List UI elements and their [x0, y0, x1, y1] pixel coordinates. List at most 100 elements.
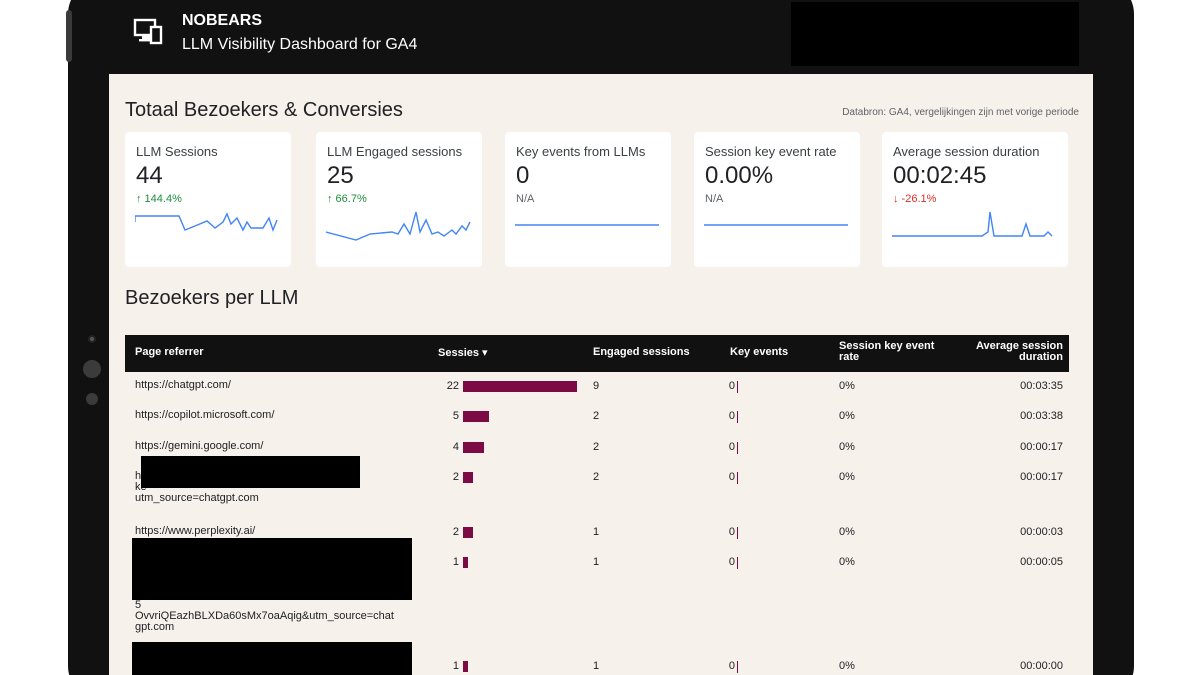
cell-referrer: https://chatgpt.com/ [135, 379, 231, 391]
key-events-bar [737, 661, 738, 673]
scorecard-label: Average session duration [893, 144, 1040, 159]
cell-rate: 0% [839, 660, 855, 672]
table-row[interactable]: https://www.perplexity.ai/2 1 0 0% 00:00:03 [125, 518, 1069, 548]
cell-key-events: 0 [728, 556, 735, 568]
key-events-bar [737, 472, 738, 484]
scorecard-avg-session-duration[interactable]: Average session duration 00:02:45 ↓ -26.… [882, 132, 1068, 267]
scorecard-value: 44 [136, 162, 163, 189]
redacted-area [141, 456, 360, 488]
scorecard-key-events[interactable]: Key events from LLMs 0 N/A [505, 132, 671, 267]
cell-key-events: 0 [728, 526, 735, 538]
dashboard-screen: NOBEARS LLM Visibility Dashboard for GA4… [109, 0, 1093, 675]
cell-sessions: 1 [452, 660, 459, 672]
scorecard-label: LLM Sessions [136, 144, 218, 159]
scorecard-value: 25 [327, 162, 354, 189]
cell-duration: 00:03:38 [1020, 410, 1063, 422]
cell-engaged: 1 [593, 660, 600, 672]
report-header: NOBEARS LLM Visibility Dashboard for GA4 [109, 0, 1093, 74]
scorecard-delta: N/A [705, 193, 724, 205]
cell-duration: 00:00:00 [1020, 660, 1063, 672]
key-events-bar [737, 442, 738, 454]
cell-sessions: 1 [452, 556, 459, 568]
section-title-totals: Totaal Bezoekers & Conversies [125, 99, 403, 121]
cell-referrer: https://www.perplexity.ai/ [135, 525, 256, 537]
cell-sessions: 5 [452, 410, 459, 422]
table-row[interactable]: h1100%00:00:00 [125, 642, 1069, 675]
sessions-bar [463, 381, 577, 392]
cell-duration: 00:00:17 [1020, 471, 1063, 483]
table-row[interactable]: h k s B 5 OvvriQEazhBLXDa60sMx7oaAqig&ut… [125, 538, 1069, 652]
scorecard-value: 00:02:45 [893, 162, 987, 189]
llm-referrer-table: Page referrer Sessies ▾ Engaged sessions… [125, 335, 1069, 675]
column-header-duration[interactable]: Average session duration [975, 340, 1063, 363]
cell-duration: 00:00:05 [1020, 556, 1063, 568]
scorecard-value: 0.00% [705, 162, 774, 189]
scorecard-engaged-sessions[interactable]: LLM Engaged sessions 25 ↑ 66.7% [316, 132, 482, 267]
sessions-bar [463, 472, 473, 483]
cell-sessions: 22 [446, 380, 459, 392]
key-events-bar [737, 381, 738, 393]
cell-rate: 0% [839, 441, 855, 453]
cell-engaged: 2 [593, 471, 600, 483]
sessions-bar [463, 411, 489, 422]
table-row[interactable]: https://chatgpt.com/22 9 0 0% 00:03:35 [125, 372, 1069, 402]
sessions-bar [463, 527, 473, 538]
table-row[interactable]: https://gemini.google.com/4 2 0 0% 00:00:17 [125, 433, 1069, 463]
cell-rate: 0% [839, 526, 855, 538]
scorecard-label: Session key event rate [705, 144, 837, 159]
dashboard-title: LLM Visibility Dashboard for GA4 [182, 36, 418, 53]
cell-duration: 00:03:35 [1020, 380, 1063, 392]
cell-key-events: 0 [728, 380, 735, 392]
redacted-area [132, 642, 412, 675]
key-events-bar [737, 411, 738, 423]
scorecard-key-event-rate[interactable]: Session key event rate 0.00% N/A [694, 132, 860, 267]
sparkline [704, 224, 848, 226]
cell-duration: 00:00:03 [1020, 526, 1063, 538]
sparkline [892, 211, 1053, 237]
section-title-per-llm: Bezoekers per LLM [125, 287, 299, 309]
brand-name: NOBEARS [182, 12, 263, 29]
redacted-area [791, 2, 1079, 66]
redacted-area [132, 538, 412, 600]
monitor-phone-icon [133, 18, 163, 45]
scorecard-value: 0 [516, 162, 530, 189]
sparkline [135, 212, 278, 233]
scorecard-delta: ↑ 66.7% [327, 193, 367, 205]
table-row[interactable]: https://copilot.microsoft.com/5 2 0 0% 00:03… [125, 402, 1069, 433]
cell-sessions: 4 [452, 441, 459, 453]
scorecard-llm-sessions[interactable]: LLM Sessions 44 ↑ 144.4% [125, 132, 291, 267]
cell-sessions: 2 [452, 526, 459, 538]
scorecard-delta: ↓ -26.1% [893, 193, 937, 205]
scorecard-label: LLM Engaged sessions [327, 144, 463, 159]
cell-engaged: 9 [593, 380, 600, 392]
cell-duration: 00:00:17 [1020, 441, 1063, 453]
tablet-side-button [66, 10, 72, 62]
column-header-key-events[interactable]: Key events [730, 346, 789, 358]
table-body: https://chatgpt.com/22 9 0 0% 00:03:35 https:… [125, 372, 1069, 675]
key-events-bar [737, 557, 738, 569]
column-header-sessions[interactable]: Sessies ▾ [438, 347, 488, 359]
column-header-referrer[interactable]: Page referrer [135, 346, 204, 358]
cell-rate: 0% [839, 471, 855, 483]
table-header: Page referrer Sessies ▾ Engaged sessions… [125, 335, 1069, 372]
cell-rate: 0% [839, 380, 855, 392]
sessions-bar [463, 557, 468, 568]
key-events-bar [737, 527, 738, 539]
cell-engaged: 2 [593, 441, 600, 453]
cell-key-events: 0 [728, 410, 735, 422]
tablet-button [83, 360, 101, 378]
cell-engaged: 1 [593, 526, 600, 538]
cell-engaged: 1 [593, 556, 600, 568]
scorecard-delta: ↑ 144.4% [136, 193, 182, 205]
sessions-bar [463, 661, 468, 672]
cell-referrer: https://gemini.google.com/ [135, 440, 264, 452]
sparkline [326, 211, 471, 241]
cell-rate: 0% [839, 410, 855, 422]
sessions-bar [463, 442, 484, 453]
column-header-rate[interactable]: Session key event rate [839, 340, 935, 363]
scorecard-label: Key events from LLMs [516, 144, 646, 159]
table-row[interactable]: htt ke utm_source=chatgpt.com2200%00:00:… [125, 456, 1069, 518]
column-header-engaged[interactable]: Engaged sessions [593, 346, 690, 358]
cell-key-events: 0 [728, 660, 735, 672]
data-source-note: Databron: GA4, vergelijkingen zijn met v… [842, 107, 1079, 118]
